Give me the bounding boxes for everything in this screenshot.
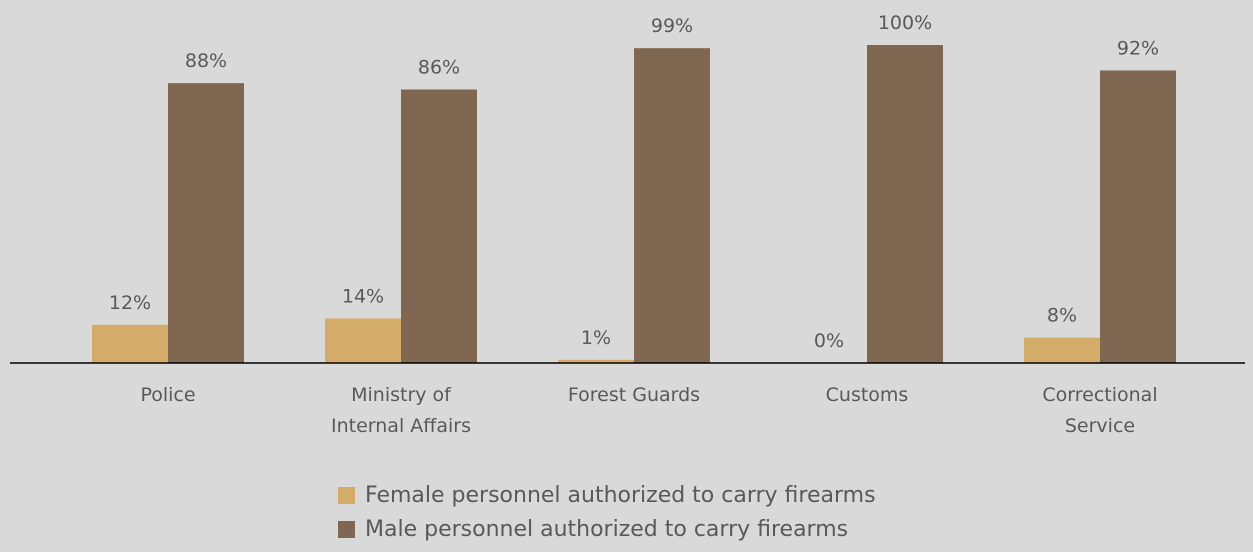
data-label-male-police: 88% — [185, 50, 227, 72]
data-label-male-forest-guards: 99% — [651, 15, 693, 37]
category-label-forest-guards: Forest Guards — [568, 384, 700, 406]
data-label-female-customs: 0% — [814, 330, 844, 352]
bar-male-ministry-of-internal-affairs — [401, 89, 477, 364]
legend-label-female: Female personnel authorized to carry fir… — [365, 482, 876, 508]
bar-male-correctional-service — [1100, 70, 1176, 363]
bar-female-forest-guards — [558, 359, 634, 363]
category-label-customs: Customs — [826, 384, 909, 406]
bar-male-police — [168, 83, 244, 363]
data-label-female-correctional-service: 8% — [1047, 305, 1077, 327]
legend-swatch-male — [338, 520, 355, 538]
bar-male-customs — [867, 45, 943, 363]
data-label-male-correctional-service: 92% — [1117, 37, 1159, 59]
legend-label-male: Male personnel authorized to carry firea… — [365, 516, 849, 542]
data-label-male-ministry-of-internal-affairs: 86% — [418, 57, 460, 79]
legend-item-male: Male personnel authorized to carry firea… — [338, 512, 876, 546]
category-labels-group: Police Ministry of Internal Affairs Forest … — [140, 384, 1157, 437]
data-label-female-ministry-of-internal-affairs: 14% — [342, 285, 384, 307]
bar-female-ministry-of-internal-affairs — [325, 318, 401, 363]
bar-chart: 12% 88% 14% 86% 1% 99% 0% 100% 8% 92% Police Minis… — [10, 12, 1245, 437]
legend: Female personnel authorized to carry fir… — [338, 478, 876, 546]
category-label-ministry-of-internal-affairs: Ministry of Internal Affairs — [331, 384, 471, 437]
bar-male-forest-guards — [634, 48, 710, 364]
bars-group — [92, 45, 1176, 364]
bar-female-correctional-service — [1024, 337, 1100, 363]
legend-item-female: Female personnel authorized to carry fir… — [338, 478, 876, 512]
category-label-police: Police — [140, 384, 195, 406]
legend-swatch-female — [338, 486, 355, 504]
category-label-correctional-service: Correctional Service — [1042, 384, 1157, 437]
data-label-female-police: 12% — [109, 292, 151, 314]
data-label-male-customs: 100% — [878, 12, 932, 34]
data-label-female-forest-guards: 1% — [581, 327, 611, 349]
bar-female-police — [92, 324, 168, 363]
value-labels-group: 12% 88% 14% 86% 1% 99% 0% 100% 8% 92% — [109, 12, 1159, 352]
